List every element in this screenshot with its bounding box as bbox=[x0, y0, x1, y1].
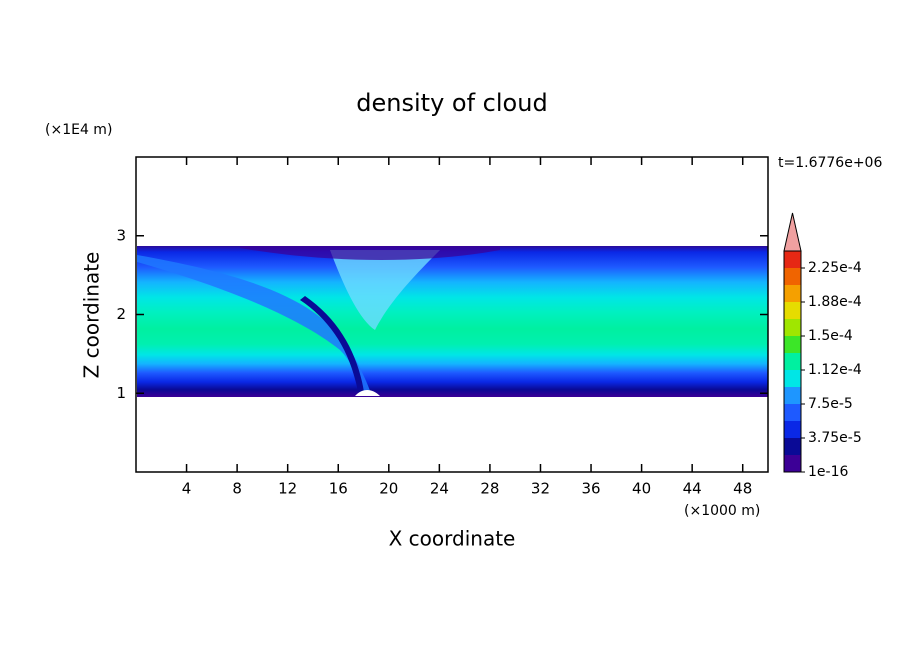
colorbar-tick-label: 1.5e-4 bbox=[808, 328, 853, 344]
x-tick-label: 48 bbox=[733, 480, 752, 498]
y-tick-label: 2 bbox=[116, 305, 126, 323]
x-axis-label: X coordinate bbox=[389, 527, 516, 551]
chart-title: density of cloud bbox=[356, 89, 547, 117]
contour-field bbox=[137, 246, 768, 397]
x-tick-label: 16 bbox=[329, 480, 348, 498]
colorbar-tick-label: 1.12e-4 bbox=[808, 362, 862, 378]
y-axis-label: Z coordinate bbox=[80, 252, 104, 379]
colorbar-tick-label: 1.88e-4 bbox=[808, 294, 862, 310]
colorbar-band bbox=[784, 319, 801, 336]
colorbar-band bbox=[784, 438, 801, 455]
time-label: t=1.6776e+06 bbox=[778, 155, 882, 171]
x-tick-label: 40 bbox=[632, 480, 651, 498]
x-tick-label: 28 bbox=[480, 480, 499, 498]
x-tick-label: 44 bbox=[683, 480, 702, 498]
colorbar-band bbox=[784, 455, 801, 472]
colorbar-frame bbox=[783, 250, 802, 473]
colorbar-tick-label: 3.75e-5 bbox=[808, 430, 862, 446]
colorbar-band bbox=[784, 336, 801, 353]
x-tick-label: 8 bbox=[232, 480, 242, 498]
colorbar-tick-label: 2.25e-4 bbox=[808, 260, 862, 276]
x-tick-label: 4 bbox=[182, 480, 192, 498]
x-tick-label: 32 bbox=[531, 480, 550, 498]
colorbar-tick-label: 7.5e-5 bbox=[808, 396, 853, 412]
x-tick-label: 12 bbox=[278, 480, 297, 498]
x-tick-label: 24 bbox=[430, 480, 449, 498]
colorbar-band bbox=[784, 387, 801, 404]
x-unit: (×1000 m) bbox=[684, 503, 760, 519]
colorbar-band bbox=[784, 404, 801, 421]
colorbar-band bbox=[784, 251, 801, 268]
x-tick-label: 20 bbox=[379, 480, 398, 498]
colorbar-band bbox=[784, 285, 801, 302]
colorbar-tick-label: 1e-16 bbox=[808, 464, 848, 480]
colorbar-band bbox=[784, 421, 801, 438]
colorbar-extend bbox=[783, 212, 802, 252]
x-tick-label: 36 bbox=[581, 480, 600, 498]
colorbar-band bbox=[784, 268, 801, 285]
colorbar-band bbox=[784, 353, 801, 370]
y-tick-label: 3 bbox=[116, 226, 126, 244]
y-unit: (×1E4 m) bbox=[45, 122, 112, 138]
y-tick-label: 1 bbox=[116, 384, 126, 402]
colorbar-band bbox=[784, 302, 801, 319]
colorbar-band bbox=[784, 370, 801, 387]
